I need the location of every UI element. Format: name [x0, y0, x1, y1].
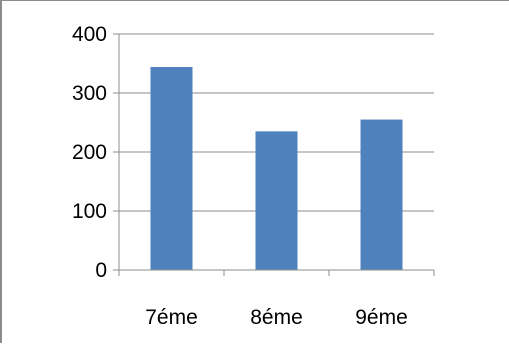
y-tick-label: 100 [72, 200, 107, 223]
bar-2 [255, 131, 298, 270]
axes [113, 33, 435, 276]
x-tick-label: 7éme [145, 306, 198, 329]
bar-3 [360, 119, 403, 270]
y-tick-label: 400 [72, 23, 107, 46]
y-tick-labels: 0 100 200 300 400 [72, 23, 107, 282]
x-tick-label: 8éme [250, 306, 303, 329]
x-tick-label: 9éme [355, 306, 408, 329]
bars [150, 67, 403, 270]
y-tick-label: 0 [95, 259, 107, 282]
bar-1 [150, 67, 193, 270]
x-tick-labels: 7éme 8éme 9éme [145, 306, 408, 329]
y-tick-label: 200 [72, 141, 107, 164]
y-tick-label: 300 [72, 82, 107, 105]
